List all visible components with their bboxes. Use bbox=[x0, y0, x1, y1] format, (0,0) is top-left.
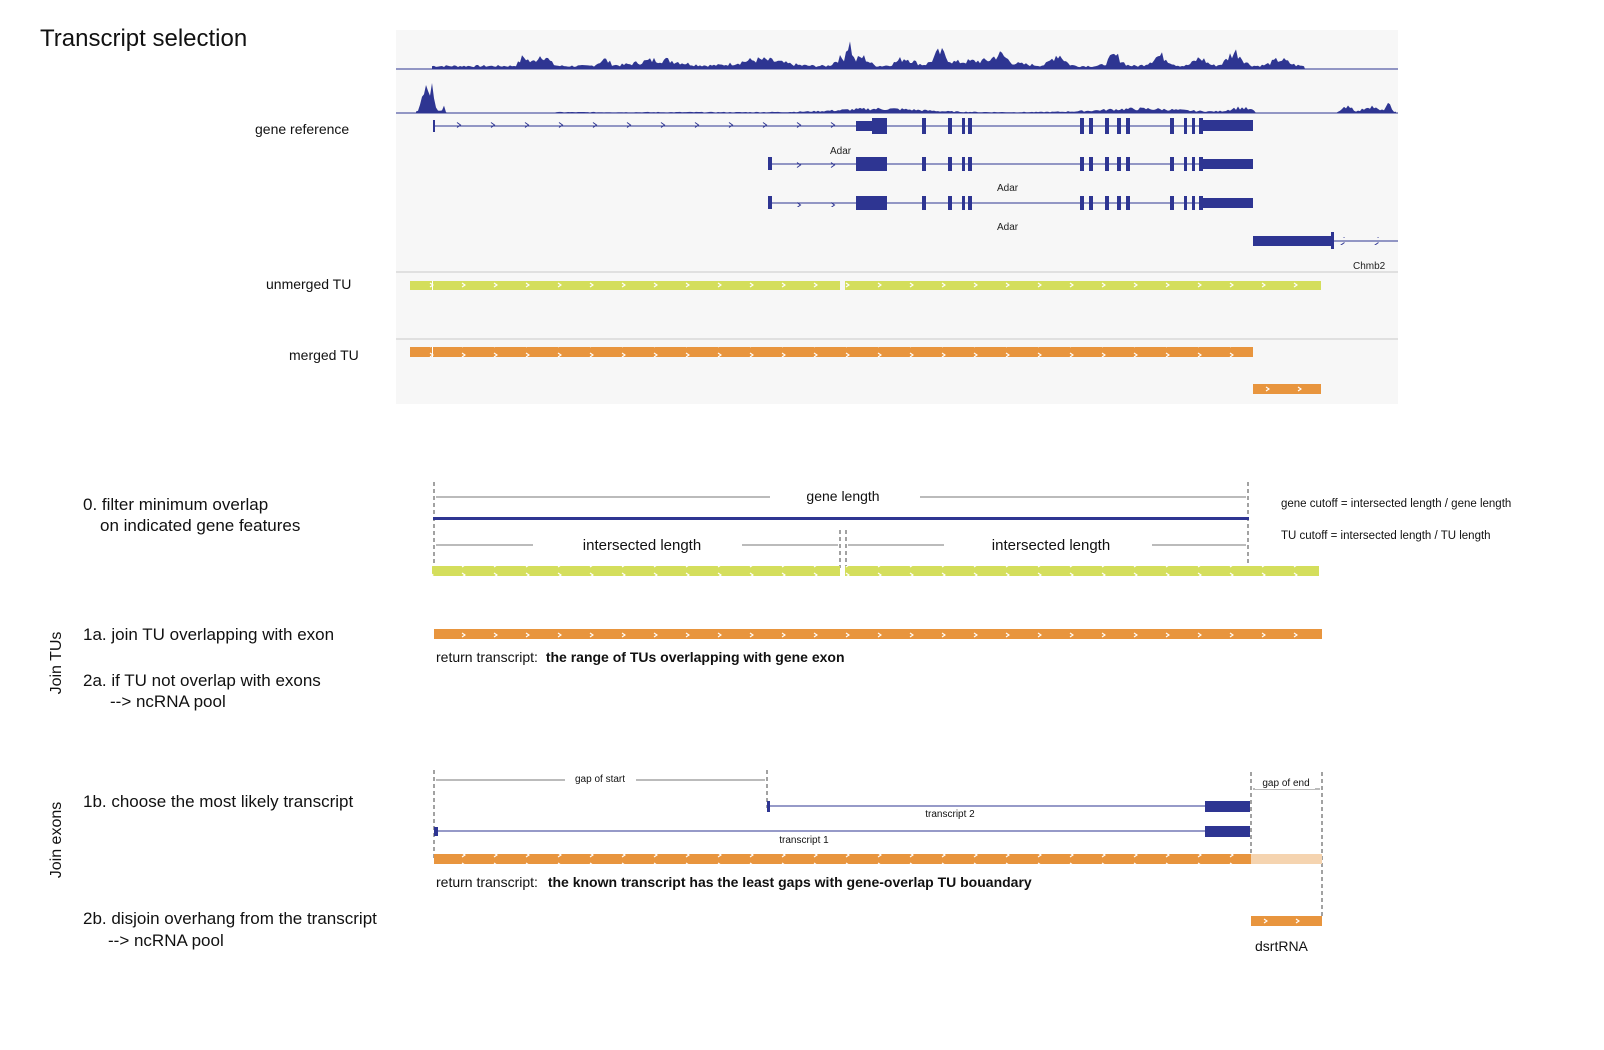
track-label-merged-tu: merged TU bbox=[289, 347, 359, 363]
join-tus-return-bold: the range of TUs overlapping with gene e… bbox=[546, 649, 845, 665]
step-2a-line1: 2a. if TU not overlap with exons bbox=[83, 671, 321, 690]
step-2a-line2: --> ncRNA pool bbox=[110, 692, 226, 711]
svg-text:return transcript: the k: return transcript: the known transcript … bbox=[436, 874, 1032, 890]
section-join-tus: Join TUs 1a. join TU overlapping with ex… bbox=[48, 625, 1322, 711]
transcript-1 bbox=[434, 826, 1250, 837]
track-label-gene-reference: gene reference bbox=[255, 121, 349, 137]
step-1a-label: 1a. join TU overlapping with exon bbox=[83, 625, 334, 644]
gene-model-adar-3 bbox=[768, 196, 1253, 210]
overhang-bar bbox=[1251, 854, 1322, 864]
step-0-title-line1: 0. filter minimum overlap bbox=[83, 495, 268, 514]
gene-model-adar-2 bbox=[768, 157, 1253, 171]
unmerged-tu-bars bbox=[410, 281, 1321, 290]
transcript-2-label: transcript 2 bbox=[925, 809, 975, 820]
step-2b-line2: --> ncRNA pool bbox=[108, 931, 224, 950]
gap-of-start-label: gap of start bbox=[575, 774, 625, 785]
join-tus-return-prefix: return transcript: bbox=[436, 649, 538, 665]
section-filter-overlap: 0. filter minimum overlap on indicated g… bbox=[83, 482, 1511, 576]
gene-name-3: Adar bbox=[997, 222, 1019, 233]
dsrtrna-label: dsrtRNA bbox=[1255, 938, 1309, 954]
genome-browser-panel: gene reference Adar bbox=[255, 30, 1398, 404]
step-0-title-line2: on indicated gene features bbox=[100, 516, 300, 535]
coverage-histogram bbox=[432, 41, 1305, 69]
coverage-track-1 bbox=[432, 41, 1305, 69]
intersected-length-label-1: intersected length bbox=[583, 537, 701, 554]
step-1b-label: 1b. choose the most likely transcript bbox=[83, 792, 354, 811]
gene-name-4: Chmb2 bbox=[1353, 261, 1386, 272]
gene-length-label: gene length bbox=[806, 488, 879, 504]
dsrtrna-bar bbox=[1251, 916, 1322, 926]
gene-cutoff-formula: gene cutoff = intersected length / gene … bbox=[1281, 498, 1511, 510]
join-exons-side-label: Join exons bbox=[48, 802, 65, 879]
transcript-1-label: transcript 1 bbox=[779, 835, 829, 846]
gap-of-end-label: gap of end bbox=[1262, 778, 1309, 789]
gene-name-2: Adar bbox=[997, 183, 1019, 194]
gene-model-chmb2 bbox=[1253, 232, 1398, 249]
transcript-2 bbox=[767, 801, 1250, 812]
join-tus-side-label: Join TUs bbox=[48, 632, 65, 695]
gene-name-1: Adar bbox=[830, 146, 852, 157]
tu-cutoff-formula: TU cutoff = intersected length / TU leng… bbox=[1281, 530, 1491, 542]
merged-tu-bars bbox=[410, 347, 1321, 394]
join-exons-return-prefix: return transcript: bbox=[436, 874, 538, 890]
intersected-length-label-2: intersected length bbox=[992, 537, 1110, 554]
join-exons-return-bold: the known transcript has the least gaps … bbox=[548, 874, 1032, 890]
page-title: Transcript selection bbox=[40, 25, 247, 52]
svg-text:return transcript: the r: return transcript: the range of TUs over… bbox=[436, 649, 845, 665]
step-2b-line1: 2b. disjoin overhang from the transcript bbox=[83, 909, 377, 928]
section-join-exons: Join exons 1b. choose the most likely tr… bbox=[48, 770, 1323, 954]
gene-length-line bbox=[433, 517, 1249, 520]
track-label-unmerged-tu: unmerged TU bbox=[266, 276, 351, 292]
gene-model-adar-1 bbox=[433, 118, 1253, 134]
